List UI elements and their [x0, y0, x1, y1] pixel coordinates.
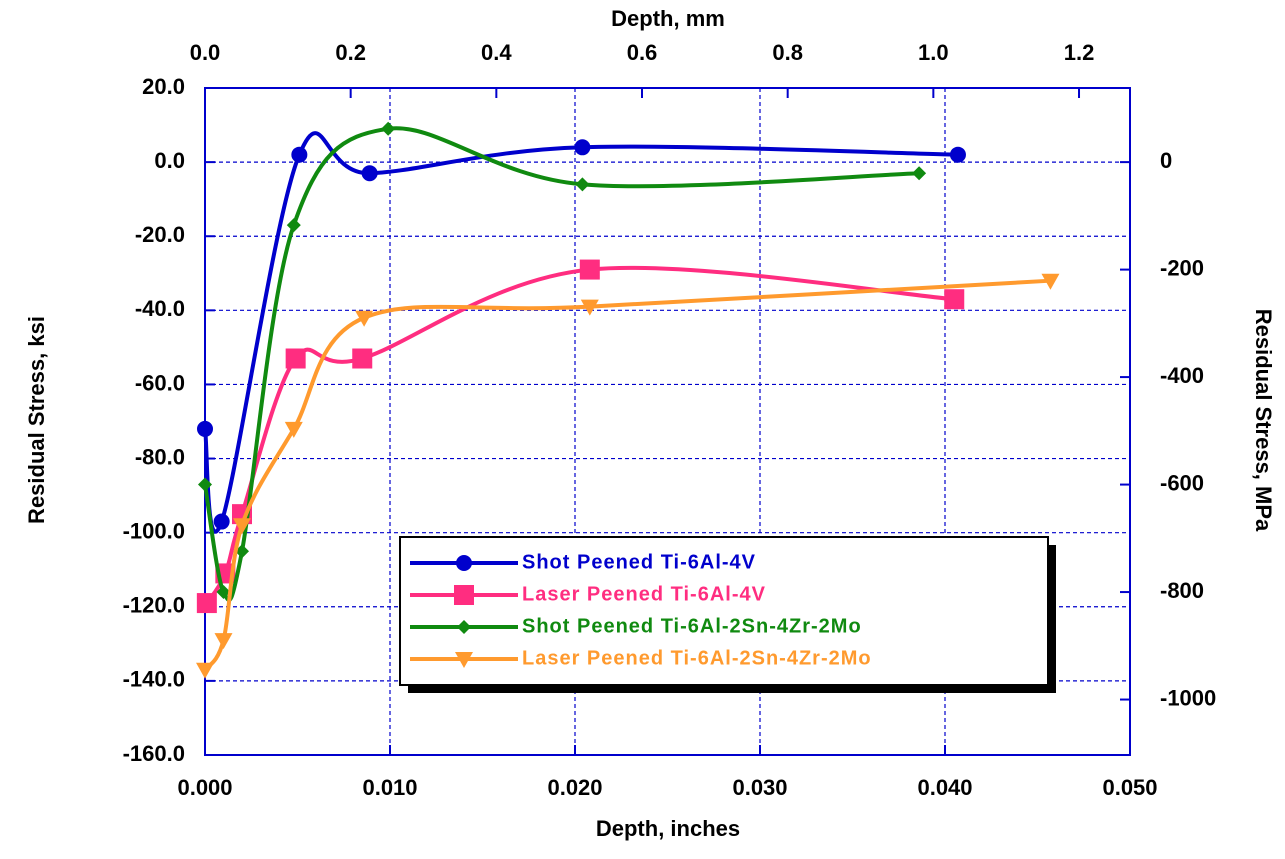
y-tick-label: -60.0 [135, 370, 185, 395]
marker [457, 620, 471, 634]
x-tick-label: 0.050 [1102, 775, 1157, 800]
y-tick-label: -140.0 [123, 667, 185, 692]
marker [1041, 273, 1060, 290]
marker [456, 555, 472, 571]
marker [196, 593, 217, 614]
marker [213, 513, 230, 530]
top-axis-title: Depth, mm [611, 6, 725, 31]
legend-label: Laser Peened Ti-6Al-2Sn-4Zr-2Mo [522, 647, 872, 669]
marker [197, 420, 213, 437]
marker [361, 165, 378, 182]
legend-label: Shot Peened Ti-6Al-2Sn-4Zr-2Mo [522, 615, 862, 637]
marker [944, 289, 965, 310]
marker [381, 121, 396, 136]
y2-tick-label: -1000 [1160, 685, 1216, 710]
marker [912, 166, 927, 181]
legend-label: Shot Peened Ti-6Al-4V [522, 551, 756, 573]
y2-tick-label: 0 [1160, 148, 1172, 173]
x-tick-label: 0.020 [547, 775, 602, 800]
y-tick-label: -120.0 [123, 593, 185, 618]
y2-tick-label: -800 [1160, 578, 1204, 603]
y-tick-label: 20.0 [142, 74, 185, 99]
x-axis-title: Depth, inches [596, 816, 740, 841]
y2-tick-label: -400 [1160, 363, 1204, 388]
y2-tick-label: -200 [1160, 255, 1204, 280]
marker [574, 139, 591, 156]
y-tick-label: -20.0 [135, 222, 185, 247]
y-tick-label: 0.0 [154, 148, 185, 173]
top-tick-label: 0.4 [481, 40, 512, 65]
legend-label: Laser Peened Ti-6Al-4V [522, 583, 766, 605]
x-tick-label: 0.030 [732, 775, 787, 800]
y-tick-label: -100.0 [123, 518, 185, 543]
marker [580, 299, 599, 316]
series-line [205, 265, 955, 605]
top-tick-label: 0.6 [627, 40, 658, 65]
x-tick-label: 0.010 [362, 775, 417, 800]
marker [454, 585, 474, 605]
marker [214, 633, 233, 650]
y-tick-label: -40.0 [135, 296, 185, 321]
series-line [203, 278, 1051, 672]
marker [284, 421, 303, 438]
top-tick-label: 0.0 [190, 40, 221, 65]
marker [286, 218, 301, 233]
top-tick-label: 1.2 [1064, 40, 1095, 65]
y2-axis-title: Residual Stress, MPa [1251, 309, 1276, 532]
x-tick-label: 0.040 [917, 775, 972, 800]
y-axis-title: Residual Stress, ksi [24, 316, 49, 524]
top-tick-label: 0.2 [335, 40, 366, 65]
marker [216, 584, 231, 599]
marker [233, 518, 251, 535]
marker [575, 177, 590, 192]
marker [579, 259, 600, 280]
x-tick-label: 0.000 [177, 775, 232, 800]
series-line [203, 131, 958, 534]
marker [285, 348, 306, 369]
marker [949, 146, 966, 163]
marker [198, 477, 212, 492]
top-tick-label: 1.0 [918, 40, 949, 65]
top-tick-label: 0.8 [772, 40, 803, 65]
y-tick-label: -160.0 [123, 741, 185, 766]
marker [196, 662, 214, 679]
y-tick-label: -80.0 [135, 444, 185, 469]
y2-tick-label: -600 [1160, 470, 1204, 495]
marker [352, 348, 373, 369]
marker [355, 310, 374, 327]
marker [235, 544, 249, 559]
marker [455, 652, 473, 668]
series-line [203, 126, 920, 603]
marker [291, 146, 308, 163]
